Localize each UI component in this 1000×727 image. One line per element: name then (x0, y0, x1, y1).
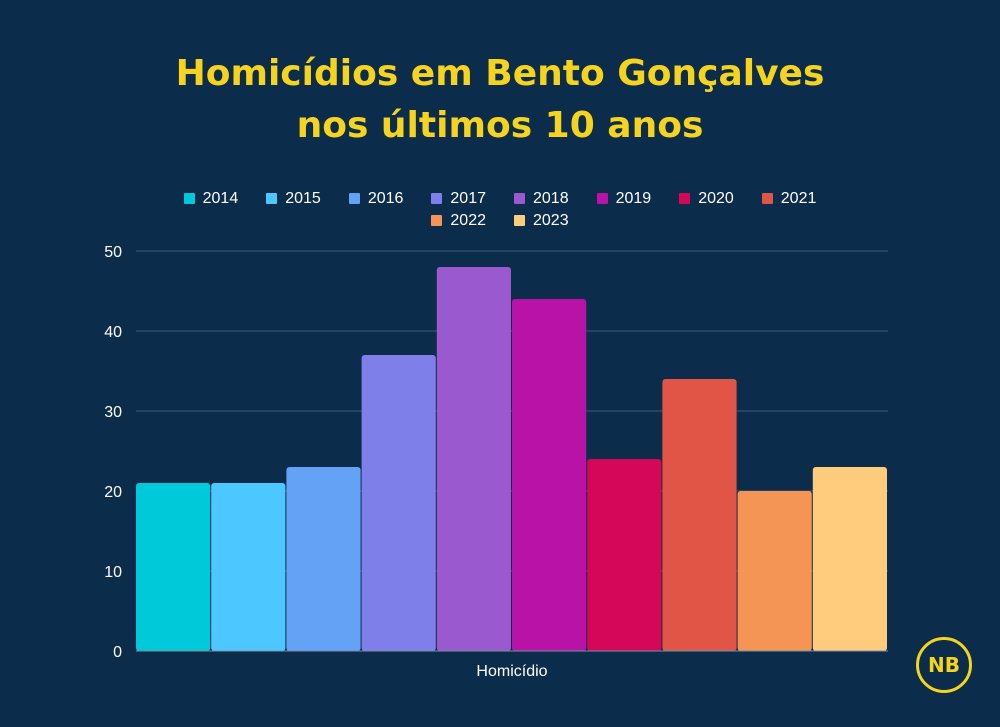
bar-2014 (136, 483, 211, 651)
legend-label: 2016 (367, 189, 404, 207)
legend-label: 2017 (450, 189, 486, 207)
legend-label: 2020 (698, 189, 734, 207)
legend-swatch (348, 193, 360, 204)
legend-label: 2021 (780, 189, 817, 207)
legend-item-2022: 2022 (431, 211, 486, 230)
chart-title-line-2: nos últimos 10 anos (296, 105, 704, 146)
legend-item-2015: 2015 (266, 189, 321, 208)
y-tick-label: 30 (104, 404, 122, 421)
y-tick-label: 40 (104, 324, 122, 341)
legend-swatch (514, 215, 525, 226)
chart-legend: 2014 2015 2016 2017 2018 2019 2020 2021 2022 2023 (150, 189, 850, 230)
bar-2016 (286, 467, 361, 651)
legend-item-2014: 2014 (183, 189, 239, 208)
y-tick-label: 0 (113, 644, 122, 661)
bar-2017 (361, 355, 436, 651)
legend-item-2016: 2016 (348, 189, 404, 208)
y-tick-label: 20 (104, 484, 122, 501)
chart-title-line-1: Homicídios em Bento Gonçalves (175, 53, 825, 94)
legend-swatch (761, 193, 773, 204)
legend-swatch (431, 193, 443, 204)
legend-swatch (183, 193, 195, 204)
legend-item-2021: 2021 (761, 189, 817, 208)
legend-swatch (514, 193, 525, 204)
legend-swatch (266, 193, 278, 204)
legend-label: 2015 (285, 189, 321, 207)
legend-swatch (679, 193, 691, 204)
legend-item-2023: 2023 (514, 211, 569, 230)
bar-2019 (512, 299, 587, 651)
bar-2021 (662, 379, 737, 651)
legend-item-2017: 2017 (431, 189, 486, 208)
legend-item-2018: 2018 (514, 189, 569, 208)
bar-2020 (587, 459, 662, 651)
legend-label: 2018 (533, 189, 569, 207)
bar-2022 (737, 491, 812, 651)
y-tick-label: 10 (104, 564, 122, 581)
logo-text: NB (928, 653, 960, 677)
legend-item-2020: 2020 (679, 189, 734, 208)
bar-2018 (436, 267, 511, 651)
x-category-label: Homicídio (476, 663, 547, 680)
legend-item-2019: 2019 (596, 189, 652, 208)
bar-2015 (211, 483, 286, 651)
legend-label: 2022 (450, 211, 486, 229)
chart-title: Homicídios em Bento Gonçalves nos último… (0, 48, 1000, 152)
legend-swatch (596, 193, 608, 204)
legend-label: 2023 (533, 211, 569, 229)
legend-label: 2019 (615, 189, 652, 207)
legend-swatch (431, 215, 443, 226)
legend-label: 2014 (202, 189, 239, 207)
nb-logo: NB (916, 637, 972, 693)
bar-2023 (812, 467, 887, 651)
y-tick-label: 50 (104, 244, 122, 261)
